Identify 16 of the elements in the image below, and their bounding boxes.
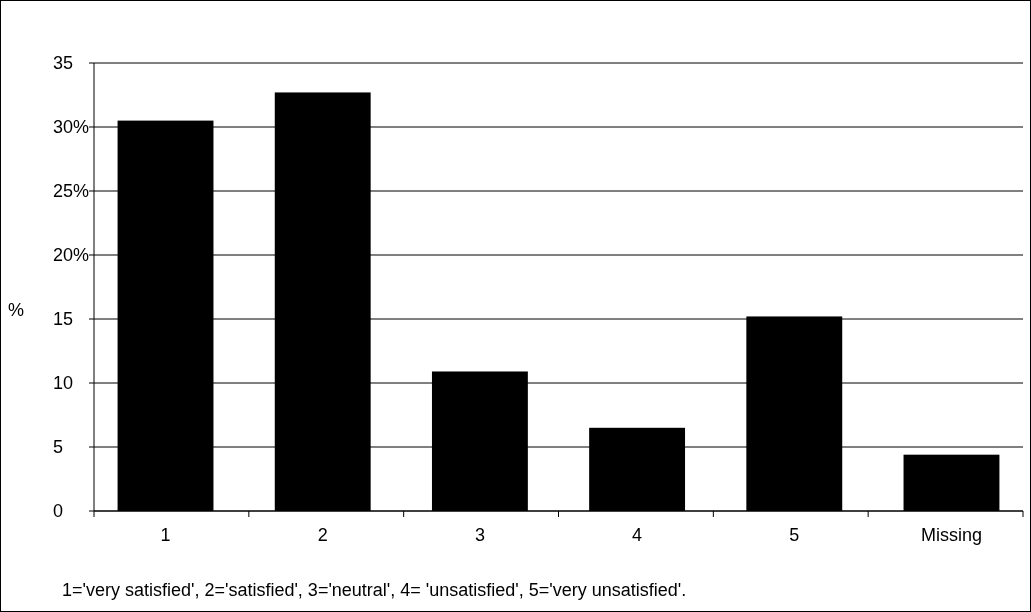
y-tick-label: 30% [53,117,90,138]
y-tick-label: 35 [53,53,74,74]
x-tick-label: Missing [920,525,982,545]
text: 1='very satisfied', 2='satisfied', 3='neutral', 4= 'unsatisfied', 5='very unsatisfied'. [62,580,687,600]
x-tick-label: 5 [789,525,800,545]
y-axis-title: % [8,300,25,320]
y-tick-label: 10 [53,373,74,394]
y-tick-label: 20% [53,245,90,266]
y-tick-label: 25% [53,181,90,202]
x-tick-label: 3 [474,525,485,545]
x-tick-label: 1 [160,525,171,545]
x-tick-label: 2 [317,525,328,545]
y-tick-label: 0 [53,501,64,522]
y-tick-label: 5 [53,437,64,458]
x-tick-label: 4 [632,525,643,545]
y-tick-label: 15 [53,309,74,330]
